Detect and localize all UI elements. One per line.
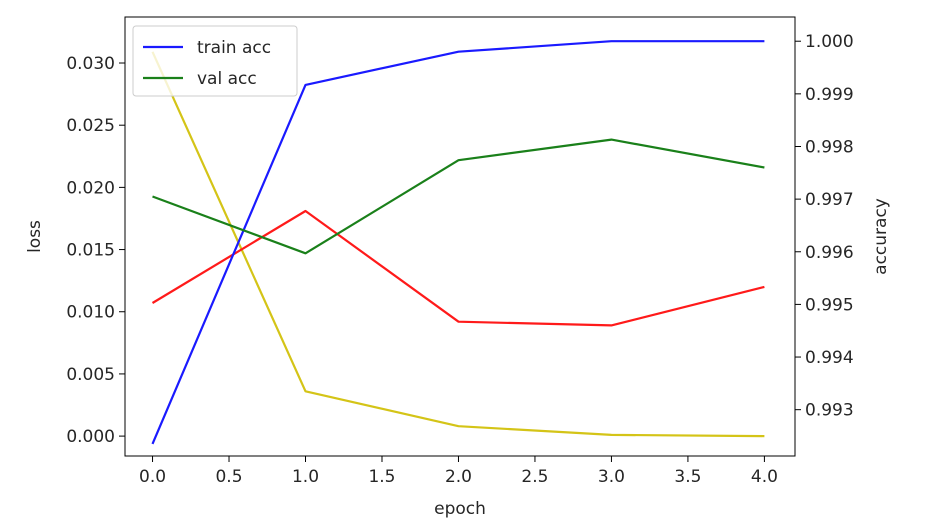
x-tick-label: 2.5 [521, 467, 548, 487]
x-tick-label: 1.5 [368, 467, 395, 487]
x-tick-label: 4.0 [751, 467, 778, 487]
x-tick-label: 0.0 [139, 467, 166, 487]
series-line-val-acc [152, 138, 765, 255]
x-tick-label: 3.5 [674, 467, 701, 487]
x-axis-label: epoch [434, 499, 486, 519]
left-y-axis-ticks: 0.000 0.005 0.010 0.015 0.020 0.025 0.030 [66, 54, 125, 447]
left-y-tick-label: 0.020 [66, 178, 115, 198]
left-y-tick-label: 0.010 [66, 303, 115, 323]
right-y-tick-label: 0.993 [805, 401, 854, 421]
right-y-axis-ticks: 0.993 0.994 0.995 0.996 0.997 0.998 0.999 1.000 [795, 32, 854, 421]
plot-lines [151, 40, 765, 445]
right-y-tick-label: 1.000 [805, 32, 854, 52]
right-y-tick-label: 0.998 [805, 137, 854, 157]
left-y-axis-label: loss [25, 220, 45, 253]
right-y-tick-label: 0.999 [805, 85, 854, 105]
right-y-axis-label: accuracy [871, 198, 891, 275]
plot-frame [124, 16, 796, 457]
x-tick-label: 0.5 [215, 467, 242, 487]
legend: train acc val acc [132, 25, 298, 97]
left-y-tick-label: 0.000 [66, 427, 115, 447]
right-y-tick-label: 0.996 [805, 243, 854, 263]
left-y-tick-label: 0.030 [66, 54, 115, 74]
x-tick-label: 1.0 [292, 467, 319, 487]
series-line-train-acc [151, 40, 765, 445]
right-y-tick-label: 0.994 [805, 348, 854, 368]
right-y-tick-label: 0.995 [805, 295, 854, 315]
legend-label-train-acc: train acc [197, 38, 271, 58]
right-y-tick-label: 0.997 [805, 190, 854, 210]
x-axis-ticks: 0.0 0.5 1.0 1.5 2.0 2.5 3.0 3.5 4.0 [139, 456, 778, 487]
x-tick-label: 2.0 [445, 467, 472, 487]
left-y-tick-label: 0.025 [66, 116, 115, 136]
left-y-tick-label: 0.015 [66, 241, 115, 261]
x-tick-label: 3.0 [598, 467, 625, 487]
series-line-loss-2 [151, 209, 765, 327]
legend-label-val-acc: val acc [197, 69, 257, 89]
series-line-loss-1 [151, 51, 765, 438]
left-y-tick-label: 0.005 [66, 365, 115, 385]
